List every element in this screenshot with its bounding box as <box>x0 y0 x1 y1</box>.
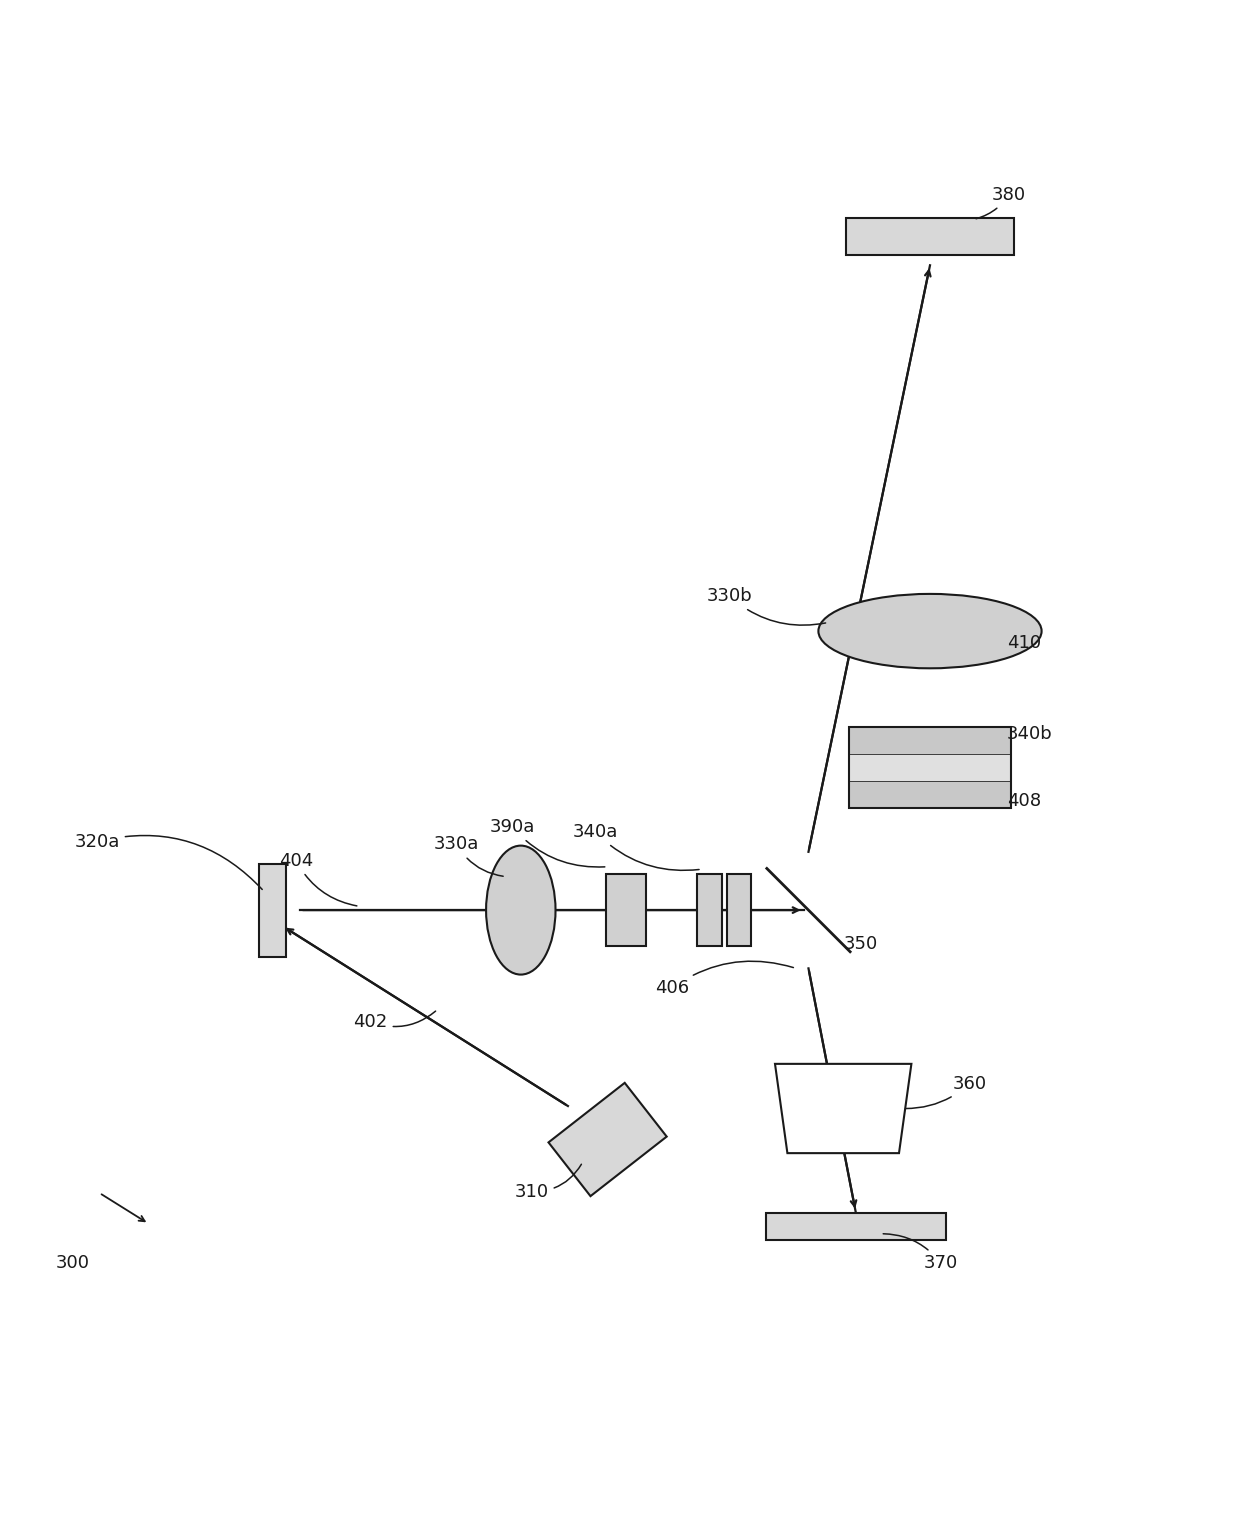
Bar <box>849 728 1011 754</box>
Text: 300: 300 <box>56 1254 89 1273</box>
Bar <box>846 218 1013 255</box>
Text: 410: 410 <box>1007 634 1042 652</box>
Bar <box>259 864 286 956</box>
Ellipse shape <box>818 594 1042 668</box>
Text: 330b: 330b <box>707 588 826 625</box>
Bar <box>849 728 1011 807</box>
Text: 406: 406 <box>655 961 794 998</box>
Bar <box>765 1213 945 1240</box>
Text: 350: 350 <box>843 935 878 953</box>
Bar <box>727 873 751 946</box>
Text: 360: 360 <box>905 1074 987 1108</box>
Text: 370: 370 <box>883 1234 959 1273</box>
Bar <box>849 754 1011 781</box>
Ellipse shape <box>486 846 556 975</box>
Bar <box>697 873 722 946</box>
Bar <box>606 873 646 946</box>
Text: 320a: 320a <box>74 834 262 889</box>
Text: 340b: 340b <box>1007 725 1053 743</box>
Text: 380: 380 <box>976 186 1027 220</box>
Text: 330a: 330a <box>434 835 503 876</box>
Text: 404: 404 <box>279 852 357 906</box>
Bar <box>849 781 1011 807</box>
Text: 402: 402 <box>353 1012 435 1030</box>
Text: 340a: 340a <box>573 823 699 870</box>
Polygon shape <box>548 1082 667 1196</box>
Polygon shape <box>775 1064 911 1153</box>
Text: 310: 310 <box>515 1164 582 1200</box>
Text: 390a: 390a <box>490 818 605 867</box>
Text: 408: 408 <box>1007 792 1042 810</box>
